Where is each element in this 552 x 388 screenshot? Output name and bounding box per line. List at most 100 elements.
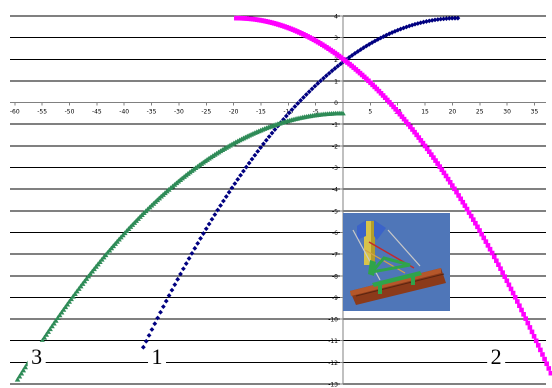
series-1-point bbox=[172, 282, 177, 287]
series-1-point bbox=[252, 153, 257, 158]
y-tick-label: -11 bbox=[328, 338, 338, 345]
x-tick-label: -45 bbox=[92, 109, 102, 116]
series-2-point bbox=[494, 258, 499, 263]
series-2-point bbox=[498, 266, 503, 271]
series-2-point bbox=[509, 287, 514, 292]
series-2-point bbox=[515, 299, 520, 304]
series-1-point bbox=[241, 169, 246, 174]
series-2-point bbox=[517, 303, 522, 308]
series-1-point bbox=[264, 138, 269, 143]
series-2-point bbox=[511, 291, 516, 296]
y-tick-label: -7 bbox=[332, 252, 338, 259]
curve-labels: 3 1 2 bbox=[28, 342, 505, 369]
y-tick-label: 1 bbox=[334, 78, 338, 85]
series-1-point bbox=[170, 288, 175, 293]
series-1-point bbox=[184, 261, 189, 266]
series-2-point bbox=[500, 270, 505, 275]
series-2-point bbox=[502, 274, 507, 279]
series-2-point bbox=[505, 278, 510, 283]
series-1-point bbox=[224, 194, 229, 199]
x-tick-label: -20 bbox=[229, 109, 239, 116]
series-1-point bbox=[270, 131, 275, 136]
y-tick-label: -5 bbox=[332, 208, 338, 215]
series-1-point bbox=[255, 149, 260, 154]
series-1-point bbox=[204, 226, 209, 231]
series-2-point bbox=[513, 295, 518, 300]
series-1-point bbox=[147, 333, 152, 338]
series-2-point bbox=[534, 339, 539, 344]
x-tick-label: -25 bbox=[201, 109, 211, 116]
series-1-point bbox=[141, 345, 146, 350]
series-2-point bbox=[542, 357, 547, 362]
series-1-point bbox=[221, 199, 226, 204]
series-2-point bbox=[525, 321, 530, 326]
series-1-point bbox=[244, 165, 249, 170]
y-tick-label: 3 bbox=[334, 35, 338, 42]
series-2-point bbox=[538, 348, 543, 353]
y-tick-label: -4 bbox=[332, 187, 338, 194]
y-tick-label: 4 bbox=[334, 14, 338, 21]
series-2-point bbox=[532, 334, 537, 339]
series-1-point bbox=[161, 304, 166, 309]
series-1-point bbox=[250, 157, 255, 162]
x-tick-label: -15 bbox=[256, 109, 266, 116]
series-1-point bbox=[207, 222, 212, 227]
series-1-point bbox=[155, 316, 160, 321]
series-1-point bbox=[152, 321, 157, 326]
x-tick-label: 30 bbox=[503, 109, 511, 116]
series-2-point bbox=[519, 308, 524, 313]
series-1-point bbox=[201, 231, 206, 236]
series-2-point bbox=[507, 283, 512, 288]
series-2 bbox=[234, 16, 552, 376]
series-1-point bbox=[144, 339, 149, 344]
series-2-point bbox=[549, 371, 552, 376]
x-tick-label: -30 bbox=[174, 109, 184, 116]
axes bbox=[10, 16, 546, 384]
series-1-point bbox=[192, 246, 197, 251]
y-tick-label: -9 bbox=[332, 295, 338, 302]
series-1-point bbox=[187, 256, 192, 261]
y-tick-label: -3 bbox=[332, 165, 338, 172]
series-1-point bbox=[301, 95, 306, 100]
y-tick-label: -10 bbox=[328, 317, 338, 324]
x-tick-label: 15 bbox=[421, 109, 429, 116]
series-1-point bbox=[150, 327, 155, 332]
series-2-point bbox=[540, 352, 545, 357]
series-2-point bbox=[546, 366, 551, 371]
series-2-point bbox=[528, 325, 533, 330]
series-2-point bbox=[530, 330, 535, 335]
series-1-point bbox=[210, 217, 215, 222]
x-tick-label: -55 bbox=[37, 109, 47, 116]
x-tick-label: 20 bbox=[449, 109, 457, 116]
series-1-point bbox=[235, 177, 240, 182]
x-tick-label: -35 bbox=[147, 109, 157, 116]
series-1-point bbox=[158, 310, 163, 315]
y-tick-label: -12 bbox=[328, 360, 338, 367]
y-tick-label: -6 bbox=[332, 230, 338, 237]
curve-label-1: 1 bbox=[152, 344, 163, 369]
series-1-point bbox=[215, 208, 220, 213]
series-1-point bbox=[232, 181, 237, 186]
inset-image bbox=[343, 213, 450, 311]
y-tick-label: -2 bbox=[332, 143, 338, 150]
series-1-point bbox=[181, 266, 186, 271]
series-2-point bbox=[536, 343, 541, 348]
series-2-point bbox=[521, 312, 526, 317]
series-1-point bbox=[218, 203, 223, 208]
series-1-point bbox=[238, 173, 243, 178]
series-2-point bbox=[523, 316, 528, 321]
series-1-point bbox=[175, 277, 180, 282]
series-1-point bbox=[198, 236, 203, 241]
series-1-point bbox=[247, 161, 252, 166]
grid-lines bbox=[10, 16, 546, 384]
series-2-point bbox=[496, 262, 501, 267]
y-tick-label: -1 bbox=[332, 122, 338, 129]
series-2-point bbox=[544, 361, 549, 366]
y-tick-label: 0 bbox=[334, 100, 338, 107]
y-tick-label: -8 bbox=[332, 273, 338, 280]
x-tick-label: 25 bbox=[476, 109, 484, 116]
series-1-point bbox=[195, 241, 200, 246]
series-1-point bbox=[164, 299, 169, 304]
x-tick-label: 5 bbox=[368, 109, 372, 116]
